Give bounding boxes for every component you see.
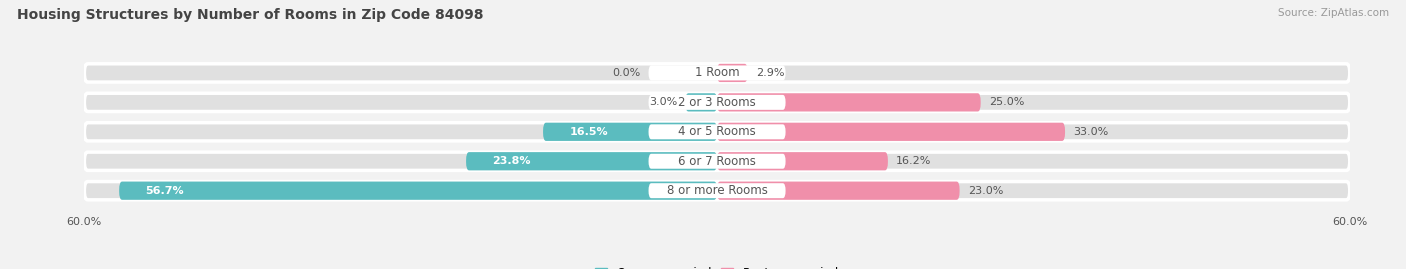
FancyBboxPatch shape xyxy=(717,64,748,82)
FancyBboxPatch shape xyxy=(648,65,786,80)
FancyBboxPatch shape xyxy=(648,183,786,198)
Text: Housing Structures by Number of Rooms in Zip Code 84098: Housing Structures by Number of Rooms in… xyxy=(17,8,484,22)
Text: 16.2%: 16.2% xyxy=(897,156,932,166)
Text: Source: ZipAtlas.com: Source: ZipAtlas.com xyxy=(1278,8,1389,18)
FancyBboxPatch shape xyxy=(84,123,1350,141)
FancyBboxPatch shape xyxy=(84,93,1350,111)
FancyBboxPatch shape xyxy=(648,124,786,139)
Text: 6 or 7 Rooms: 6 or 7 Rooms xyxy=(678,155,756,168)
FancyBboxPatch shape xyxy=(84,152,1350,170)
Text: 1 Room: 1 Room xyxy=(695,66,740,79)
Text: 33.0%: 33.0% xyxy=(1074,127,1109,137)
FancyBboxPatch shape xyxy=(648,154,786,169)
FancyBboxPatch shape xyxy=(717,123,1066,141)
Text: 23.8%: 23.8% xyxy=(492,156,531,166)
Text: 3.0%: 3.0% xyxy=(648,97,678,107)
FancyBboxPatch shape xyxy=(717,93,981,111)
FancyBboxPatch shape xyxy=(717,152,889,170)
Text: 8 or more Rooms: 8 or more Rooms xyxy=(666,184,768,197)
Text: 25.0%: 25.0% xyxy=(990,97,1025,107)
Text: 23.0%: 23.0% xyxy=(969,186,1004,196)
FancyBboxPatch shape xyxy=(717,182,960,200)
FancyBboxPatch shape xyxy=(467,152,717,170)
Text: 16.5%: 16.5% xyxy=(569,127,607,137)
FancyBboxPatch shape xyxy=(543,123,717,141)
FancyBboxPatch shape xyxy=(648,95,786,110)
FancyBboxPatch shape xyxy=(686,93,717,111)
FancyBboxPatch shape xyxy=(120,182,717,200)
Text: 0.0%: 0.0% xyxy=(612,68,640,78)
FancyBboxPatch shape xyxy=(84,64,1350,82)
Text: 2 or 3 Rooms: 2 or 3 Rooms xyxy=(678,96,756,109)
Legend: Owner-occupied, Renter-occupied: Owner-occupied, Renter-occupied xyxy=(591,263,844,269)
Text: 2.9%: 2.9% xyxy=(756,68,785,78)
Text: 4 or 5 Rooms: 4 or 5 Rooms xyxy=(678,125,756,138)
FancyBboxPatch shape xyxy=(84,182,1350,200)
Text: 56.7%: 56.7% xyxy=(146,186,184,196)
